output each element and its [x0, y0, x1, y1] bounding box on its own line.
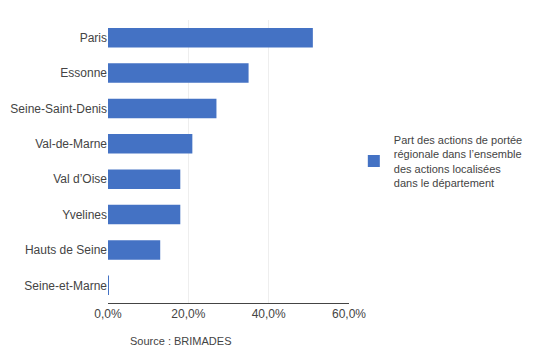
- svg-text:Seine-et-Marne: Seine-et-Marne: [24, 279, 107, 293]
- svg-text:Source : BRIMADES: Source : BRIMADES: [130, 335, 231, 347]
- svg-text:Paris: Paris: [80, 31, 107, 45]
- svg-text:40,0%: 40,0%: [252, 307, 286, 321]
- svg-text:Hauts de Seine: Hauts de Seine: [25, 243, 107, 257]
- svg-text:Val d’Oise: Val d’Oise: [53, 172, 107, 186]
- svg-text:20,0%: 20,0%: [171, 307, 205, 321]
- svg-text:Part des actions de portéerégi: Part des actions de portéerégionale dans…: [394, 134, 522, 189]
- svg-text:60,0%: 60,0%: [332, 307, 366, 321]
- svg-text:0,0%: 0,0%: [94, 307, 122, 321]
- svg-text:Essonne: Essonne: [60, 66, 107, 80]
- svg-text:Seine-Saint-Denis: Seine-Saint-Denis: [10, 102, 107, 116]
- svg-text:Val-de-Marne: Val-de-Marne: [35, 137, 107, 151]
- svg-text:Yvelines: Yvelines: [62, 208, 107, 222]
